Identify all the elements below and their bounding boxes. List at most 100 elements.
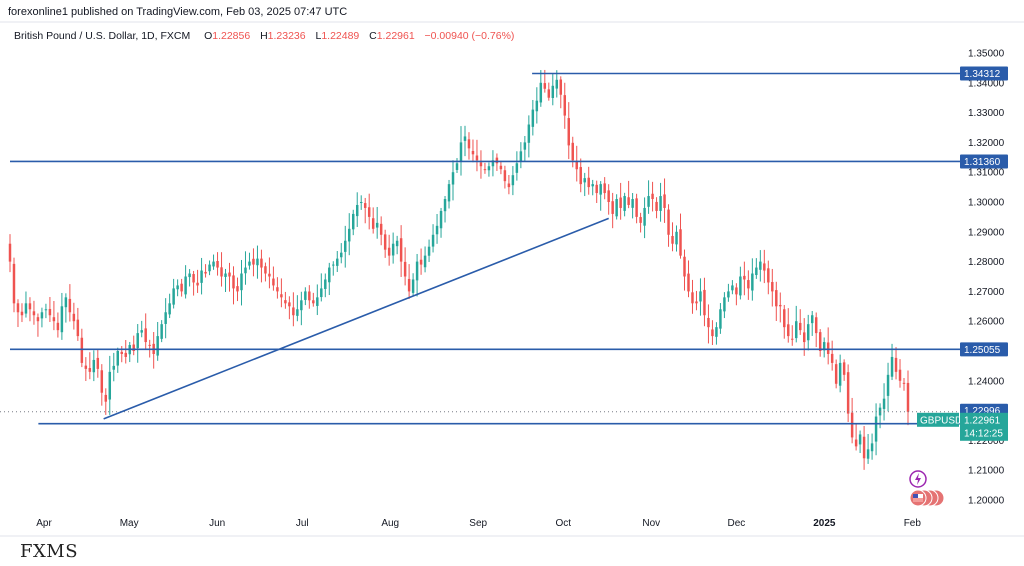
candle xyxy=(108,371,112,400)
candle xyxy=(527,124,531,143)
y-tick-label: 1.33000 xyxy=(968,108,1005,119)
candle xyxy=(407,278,411,292)
candle xyxy=(427,246,431,256)
candle xyxy=(184,276,187,295)
candle xyxy=(208,264,211,272)
candle xyxy=(80,337,84,363)
candle xyxy=(68,298,72,313)
candle xyxy=(200,270,203,283)
candle xyxy=(320,288,323,298)
candle xyxy=(842,362,846,375)
candle xyxy=(846,372,850,414)
candle xyxy=(431,234,435,247)
candle xyxy=(563,95,567,116)
candle xyxy=(88,368,92,372)
candle xyxy=(124,352,127,357)
candle xyxy=(232,275,235,289)
candle xyxy=(539,82,543,103)
candle xyxy=(639,217,642,223)
trendline[interactable] xyxy=(103,217,610,420)
candle xyxy=(344,240,347,252)
candle xyxy=(463,136,467,141)
candle xyxy=(423,255,427,268)
candle xyxy=(132,344,135,351)
close-label: C xyxy=(369,30,377,42)
candle xyxy=(268,273,271,277)
close-value: 1.22961 xyxy=(376,30,415,42)
candle xyxy=(854,439,858,447)
candle xyxy=(371,218,375,229)
candle xyxy=(84,365,88,369)
candle xyxy=(264,266,267,274)
candle xyxy=(858,434,862,445)
candle xyxy=(555,79,559,89)
candle xyxy=(731,285,734,291)
candle xyxy=(723,297,726,312)
candle xyxy=(304,291,307,300)
candle xyxy=(403,261,407,277)
candle xyxy=(76,319,80,337)
y-tick-label: 1.24000 xyxy=(968,376,1005,387)
y-tick-label: 1.29000 xyxy=(968,227,1005,238)
us-flag-canton xyxy=(913,494,918,498)
candle xyxy=(224,273,227,277)
candle xyxy=(244,267,247,274)
candle xyxy=(120,351,123,354)
candle xyxy=(547,89,551,98)
y-tick-label: 1.27000 xyxy=(968,287,1005,298)
candle xyxy=(260,258,263,268)
open-label: O xyxy=(204,30,213,42)
y-tick-label: 1.34000 xyxy=(968,78,1005,89)
candle xyxy=(663,194,666,208)
candle xyxy=(451,172,455,185)
candle xyxy=(515,163,519,173)
candle xyxy=(655,201,658,211)
candle xyxy=(395,240,399,247)
level-price-tag-label: 1.22996 xyxy=(964,406,1001,417)
symbol-legend: British Pound / U.S. Dollar, 1D, FXCM O1… xyxy=(14,30,514,42)
x-tick-label: Aug xyxy=(381,518,399,529)
candle xyxy=(799,322,802,331)
candle xyxy=(559,79,563,95)
candle xyxy=(284,300,287,304)
candle xyxy=(212,261,215,267)
candle xyxy=(100,370,104,393)
y-tick-label: 1.32000 xyxy=(968,138,1005,149)
candle xyxy=(838,362,842,386)
candle xyxy=(359,202,363,203)
candle xyxy=(603,183,606,194)
candle xyxy=(96,357,100,369)
change-value: −0.00940 (−0.76%) xyxy=(424,30,515,42)
candle xyxy=(52,317,56,322)
candle xyxy=(735,287,738,295)
candle xyxy=(635,198,638,217)
candle xyxy=(32,311,36,316)
candle xyxy=(312,300,315,304)
open-value: 1.22856 xyxy=(212,30,251,42)
candle xyxy=(228,272,231,277)
candle xyxy=(703,289,706,316)
candle xyxy=(814,317,818,334)
x-tick-label: Sep xyxy=(469,518,487,529)
candle xyxy=(136,333,139,349)
candle xyxy=(240,273,243,291)
candle xyxy=(802,332,806,343)
candle xyxy=(519,151,523,162)
candle xyxy=(739,276,742,296)
lightning-glyph xyxy=(915,473,921,485)
candle xyxy=(336,258,339,266)
candle xyxy=(667,209,670,235)
level-price-tag xyxy=(960,154,1008,169)
candle xyxy=(599,184,602,195)
candle xyxy=(595,184,598,194)
candle xyxy=(619,197,622,208)
candle xyxy=(399,238,403,262)
candle xyxy=(411,279,415,293)
candle xyxy=(479,162,483,167)
low-label: L xyxy=(315,30,322,42)
candle xyxy=(866,449,870,459)
candle xyxy=(611,201,614,214)
candle xyxy=(898,369,902,381)
candle xyxy=(332,264,335,266)
